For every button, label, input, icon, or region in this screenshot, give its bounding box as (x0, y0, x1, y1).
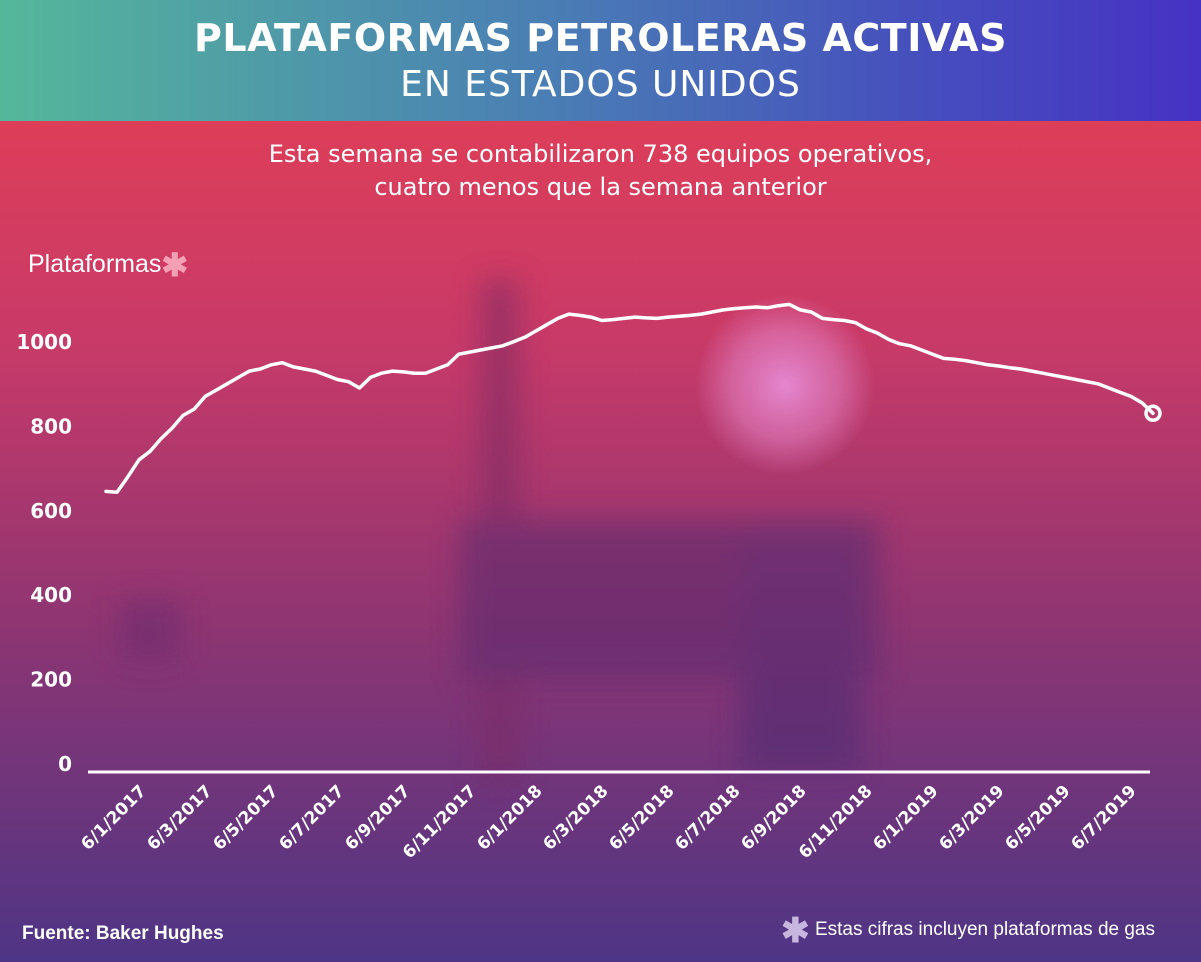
blurred-sun (695, 295, 875, 475)
blurred-platform-silhouette (120, 280, 880, 780)
asterisk-icon: ✱ (781, 912, 810, 950)
header-banner (0, 0, 1201, 121)
x-axis-ticks: 6/1/20176/3/20176/5/20176/7/20176/9/2017… (77, 781, 1140, 862)
x-tick-label: 6/3/2019 (935, 781, 1008, 854)
y-tick-label: 200 (30, 668, 72, 692)
asterisk-icon: ✱ (161, 247, 189, 283)
x-tick-label: 6/3/2017 (143, 781, 216, 854)
title-line-2: EN ESTADOS UNIDOS (400, 64, 801, 105)
x-tick-label: 6/5/2019 (1001, 781, 1074, 854)
y-tick-label: 600 (30, 499, 72, 523)
x-tick-label: 6/7/2019 (1067, 781, 1140, 854)
x-tick-label: 6/7/2017 (275, 781, 348, 854)
latest-value-marker (1144, 404, 1162, 423)
title-line-1: PLATAFORMAS PETROLERAS ACTIVAS (194, 16, 1007, 60)
footnote-text: Estas cifras incluyen plataformas de gas (814, 919, 1155, 940)
x-tick-label: 6/1/2019 (869, 781, 942, 854)
subtitle-line-1: Esta semana se contabilizaron 738 equipo… (268, 140, 933, 168)
y-tick-label: 800 (30, 414, 72, 438)
subtitle-line-2: cuatro menos que la semana anterior (374, 173, 827, 201)
x-tick-label: 6/5/2018 (605, 781, 678, 854)
y-tick-label: 0 (58, 752, 72, 776)
x-tick-label: 6/1/2017 (77, 781, 150, 854)
rig-count-line (104, 302, 1155, 494)
x-tick-label: 6/5/2017 (209, 781, 282, 854)
y-axis-label: Plataformas✱ (28, 246, 188, 284)
x-tick-label: 6/3/2018 (539, 781, 612, 854)
y-axis-label-text: Plataformas (28, 250, 162, 278)
x-tick-label: 6/7/2018 (671, 781, 744, 854)
source-note: Fuente: Baker Hughes (22, 923, 224, 944)
footnote: ✱ Estas cifras incluyen plataformas de g… (781, 911, 1155, 951)
y-axis-ticks: 0 200 400 600 800 1000 (16, 330, 72, 776)
y-tick-label: 400 (30, 583, 72, 607)
x-tick-label: 6/1/2018 (473, 781, 546, 854)
y-tick-label: 1000 (16, 330, 72, 354)
chart-subtitle: Esta semana se contabilizaron 738 equipo… (0, 138, 1201, 204)
